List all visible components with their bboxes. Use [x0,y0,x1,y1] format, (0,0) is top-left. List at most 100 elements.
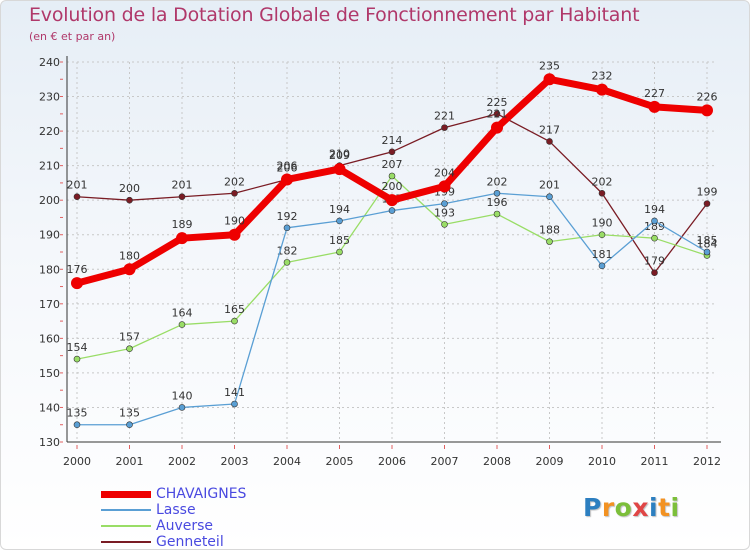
data-point-auverse [546,238,553,245]
data-point-auverse [283,259,291,266]
legend-label: Lasse [156,502,196,518]
logo-letter: P [583,493,602,522]
data-label-genneteil: 221 [434,110,455,123]
legend-swatch [101,491,151,498]
x-tick-label: 2004 [273,455,301,468]
legend-label: Auverse [156,518,214,534]
data-label-auverse: 185 [329,234,350,247]
data-label-chavaignes: 190 [224,215,245,228]
data-label-auverse: 193 [434,206,455,219]
data-point-chavaignes [123,263,136,276]
data-point-auverse [336,248,343,256]
data-label-lasse: 181 [592,248,613,261]
data-label-auverse: 165 [224,303,245,316]
data-label-chavaignes: 180 [119,249,140,262]
data-label-chavaignes: 227 [644,87,665,100]
data-point-lasse [126,421,133,429]
data-label-chavaignes: 204 [434,166,455,179]
legend-swatch [101,509,151,511]
y-tick-label: 150 [39,367,60,380]
data-label-genneteil: 214 [382,134,403,147]
data-point-genneteil [546,138,553,145]
data-point-genneteil [126,196,133,204]
data-label-genneteil: 199 [697,186,718,199]
y-tick-label: 140 [39,401,60,414]
data-point-lasse [493,189,501,197]
data-point-auverse [178,321,186,328]
data-point-chavaignes [596,83,608,96]
data-label-chavaignes: 176 [67,263,88,276]
data-point-chavaignes [228,228,241,241]
data-point-chavaignes [648,100,661,113]
x-tick-label: 2010 [588,455,616,468]
data-point-lasse [73,421,81,429]
data-label-lasse: 140 [172,389,193,402]
data-label-chavaignes: 200 [382,180,403,193]
logo-letter: i [670,493,680,522]
data-label-lasse: 141 [224,386,245,399]
x-tick-label: 2012 [693,455,721,468]
data-label-auverse: 184 [697,237,718,250]
data-point-lasse [598,262,606,270]
y-tick-label: 180 [39,263,60,276]
legend-item: Genneteil [101,534,321,550]
data-point-chavaignes [701,104,713,117]
data-point-chavaignes [543,73,556,86]
x-tick-label: 2009 [536,455,564,468]
data-point-auverse [651,234,658,242]
data-point-lasse [336,217,343,225]
y-tick-label: 160 [39,332,60,345]
data-point-auverse [598,231,606,239]
data-point-chavaignes [386,194,398,207]
data-point-genneteil [73,193,81,201]
y-tick-label: 210 [39,160,60,173]
x-tick-label: 2006 [378,455,406,468]
data-point-lasse [651,217,658,225]
data-point-auverse [388,172,396,180]
data-point-lasse [388,207,396,214]
data-label-chavaignes: 189 [172,218,193,231]
data-label-genneteil: 201 [67,179,88,192]
chart-subtitle: (en € et par an) [29,30,116,43]
data-point-chavaignes [176,232,188,245]
data-label-chavaignes: 226 [697,90,718,103]
data-label-chavaignes: 209 [329,149,350,162]
data-label-lasse: 201 [539,179,560,192]
x-tick-label: 2001 [116,455,144,468]
data-point-genneteil [493,110,501,118]
x-tick-label: 2003 [221,455,249,468]
data-point-chavaignes [333,163,346,176]
legend-label: CHAVAIGNES [156,486,247,502]
data-point-chavaignes [491,121,503,134]
x-tick-label: 2008 [483,455,511,468]
x-tick-label: 2000 [63,455,91,468]
y-tick-label: 240 [39,56,60,69]
data-label-lasse: 194 [329,203,350,216]
data-label-genneteil: 210 [329,148,350,161]
logo-letter: o [614,493,633,522]
data-label-auverse: 190 [592,217,613,230]
legend-item: CHAVAIGNES [101,486,321,502]
data-label-chavaignes: 221 [487,108,508,121]
data-point-genneteil [231,189,238,197]
data-label-lasse: 135 [67,407,88,420]
data-label-genneteil: 225 [487,96,508,109]
x-tick-label: 2002 [168,455,196,468]
data-label-lasse: 192 [277,210,298,223]
legend-label: Genneteil [156,534,224,550]
y-tick-label: 130 [39,436,60,449]
data-label-lasse: 194 [644,203,665,216]
y-tick-label: 200 [39,194,60,207]
data-label-chavaignes: 232 [592,70,613,83]
legend-item: Auverse [101,518,321,534]
data-point-genneteil [441,124,448,131]
data-label-auverse: 154 [67,341,88,354]
legend-swatch [101,541,151,543]
data-point-chavaignes [71,277,83,290]
data-point-lasse [283,224,291,232]
data-point-lasse [441,200,448,207]
data-point-auverse [493,210,501,218]
data-point-auverse [441,221,448,228]
logo-letter: i [649,493,659,522]
